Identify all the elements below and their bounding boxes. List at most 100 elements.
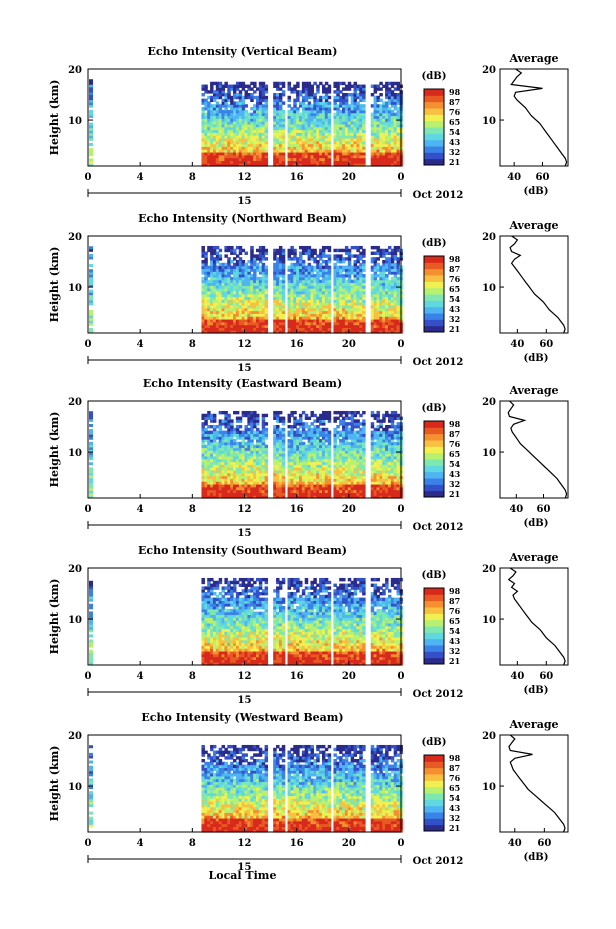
heatmap-cell — [273, 140, 277, 145]
heatmap-cell — [387, 299, 392, 303]
heatmap-cell — [370, 330, 375, 334]
heatmap-cell — [278, 288, 283, 292]
heatmap-cell — [304, 430, 309, 435]
heatmap-cell — [327, 318, 332, 323]
heatmap-cell — [230, 160, 234, 164]
heatmap-cell — [362, 324, 366, 328]
heatmap-cell — [390, 112, 395, 117]
heatmap-cell — [379, 254, 383, 258]
heatmap-cell — [359, 129, 363, 133]
heatmap-cell — [255, 257, 260, 261]
heatmap-cell — [261, 98, 266, 103]
heatmap-cell — [212, 109, 217, 114]
heatmap-cell — [293, 84, 297, 88]
heatmap-cell — [204, 310, 208, 314]
heatmap-cell — [247, 160, 251, 164]
heatmap-cell — [336, 135, 340, 139]
heatmap-cell — [255, 154, 260, 159]
heatmap-cell — [319, 304, 323, 309]
heatmap-cell — [319, 274, 323, 278]
heatmap-cell — [350, 265, 355, 270]
heatmap-cell — [235, 282, 240, 286]
heatmap-cell — [376, 296, 380, 300]
heatmap-cell — [353, 151, 357, 156]
heatmap-cell — [373, 123, 378, 128]
heatmap-cell — [264, 129, 269, 133]
heatmap-cell — [324, 296, 329, 300]
heatmap-cell — [344, 330, 349, 334]
heatmap-cell — [336, 489, 340, 493]
heatmap-cell — [255, 304, 260, 309]
heatmap-cell — [204, 135, 208, 139]
heatmap-cell — [336, 447, 340, 451]
heatmap-cell — [390, 98, 395, 103]
heatmap-cell — [247, 330, 251, 334]
heatmap-cell — [235, 107, 240, 111]
heatmap-cell — [204, 464, 208, 468]
heatmap-cell — [204, 444, 208, 449]
heatmap-cell — [342, 137, 346, 142]
heatmap-cell — [287, 327, 292, 331]
heatmap-cell — [210, 98, 214, 103]
heatmap-cell — [296, 495, 300, 499]
heatmap-cell — [235, 259, 240, 264]
heatmap-cell — [281, 160, 286, 164]
heatmap-cell — [299, 478, 303, 482]
heatmap-cell — [393, 81, 398, 86]
heatmap-cell — [304, 84, 309, 88]
heatmap-cell — [304, 121, 309, 125]
heatmap-cell — [310, 288, 314, 292]
heatmap-cell — [244, 92, 248, 97]
heatmap-cell — [227, 472, 231, 477]
heatmap-cell — [376, 118, 380, 122]
heatmap-cell — [313, 433, 317, 437]
heatmap-cell — [244, 262, 248, 267]
heatmap-cell — [264, 274, 269, 278]
heatmap-cell — [376, 330, 380, 334]
heatmap-cell — [333, 274, 337, 278]
heatmap-cell — [359, 135, 363, 139]
heatmap-cell — [382, 296, 386, 300]
heatmap-cell — [307, 307, 312, 312]
heatmap-cell — [307, 472, 312, 477]
heatmap-cell — [238, 419, 243, 423]
heatmap-cell — [221, 321, 226, 326]
heatmap-cell — [210, 160, 214, 164]
heatmap-cell — [304, 90, 309, 94]
heatmap-cell — [287, 447, 292, 451]
colorbar-swatch — [424, 152, 444, 160]
heatmap-cell — [393, 274, 398, 278]
heatmap-cell — [296, 107, 300, 111]
heatmap-cell — [210, 430, 214, 435]
heatmap-cell — [281, 318, 286, 323]
heatmap-cell — [89, 79, 93, 83]
heatmap-cell — [376, 257, 380, 261]
heatmap-cell — [281, 290, 286, 295]
heatmap-cell — [221, 439, 226, 443]
heatmap-cell — [204, 268, 208, 272]
date-day-label: 15 — [238, 363, 252, 374]
heatmap-cell — [201, 330, 205, 334]
heatmap-cell — [281, 143, 286, 147]
heatmap-cell — [201, 321, 205, 326]
heatmap-cell — [89, 446, 93, 450]
heatmap-cell — [336, 330, 340, 334]
heatmap-cell — [333, 282, 337, 286]
heatmap-cell — [373, 135, 378, 139]
heatmap-cell — [89, 292, 93, 296]
heatmap-cell — [373, 330, 378, 334]
heatmap-cell — [212, 444, 217, 449]
heatmap-cell — [276, 107, 280, 111]
heatmap-cell — [276, 472, 280, 477]
heatmap-cell — [241, 453, 246, 457]
heatmap-cell — [339, 257, 343, 261]
heatmap-cell — [218, 140, 223, 145]
heatmap-cell — [218, 481, 223, 485]
heatmap-cell — [258, 254, 263, 258]
heatmap-cell — [304, 87, 309, 91]
heatmap-cell — [241, 123, 246, 128]
heatmap-cell — [321, 469, 326, 474]
heatmap-cell — [342, 163, 346, 167]
heatmap-cell — [224, 288, 228, 292]
heatmap-cell — [241, 151, 246, 156]
